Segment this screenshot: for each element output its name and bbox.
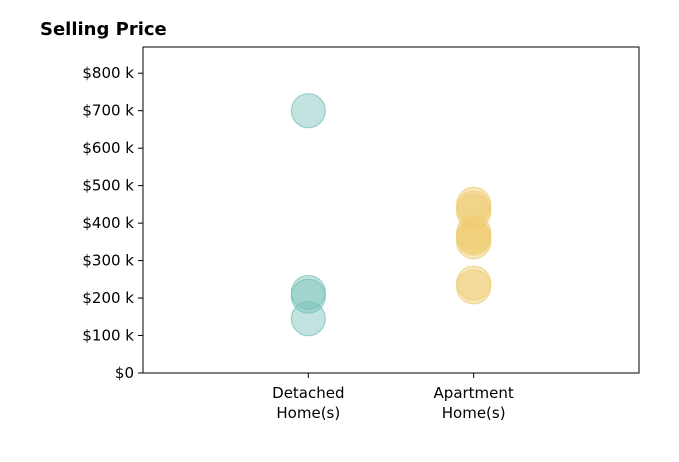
y-tick-label: $700 k — [82, 102, 134, 120]
y-tick-label: $600 k — [82, 139, 134, 157]
data-point — [456, 269, 492, 305]
chart-title: Selling Price — [40, 19, 167, 40]
y-tick-label: $500 k — [82, 177, 134, 195]
data-points — [290, 93, 492, 337]
y-axis: $0 $100 k $200 k $300 k $400 k $500 k $600 k $7… — [82, 64, 143, 382]
plot-frame — [142, 46, 640, 374]
data-point — [456, 194, 492, 230]
x-tick-label: Home(s) — [442, 404, 506, 422]
y-tick-label: $400 k — [82, 214, 134, 232]
plot-area — [142, 46, 640, 374]
data-point — [290, 301, 326, 337]
x-tick-label: Home(s) — [276, 404, 340, 422]
data-point — [456, 224, 492, 260]
x-tick-label: Detached — [272, 384, 344, 402]
y-tick-label: $200 k — [82, 289, 134, 307]
y-tick-label: $300 k — [82, 252, 134, 270]
y-tick-label: $800 k — [82, 64, 134, 82]
x-tick-label: Apartment — [434, 384, 514, 402]
y-tick-label: $0 — [115, 364, 134, 382]
x-axis: Detached Home(s) Apartment Home(s) — [272, 373, 514, 422]
y-tick-label: $100 k — [82, 327, 134, 345]
data-point — [290, 93, 326, 129]
data-point — [290, 278, 326, 314]
